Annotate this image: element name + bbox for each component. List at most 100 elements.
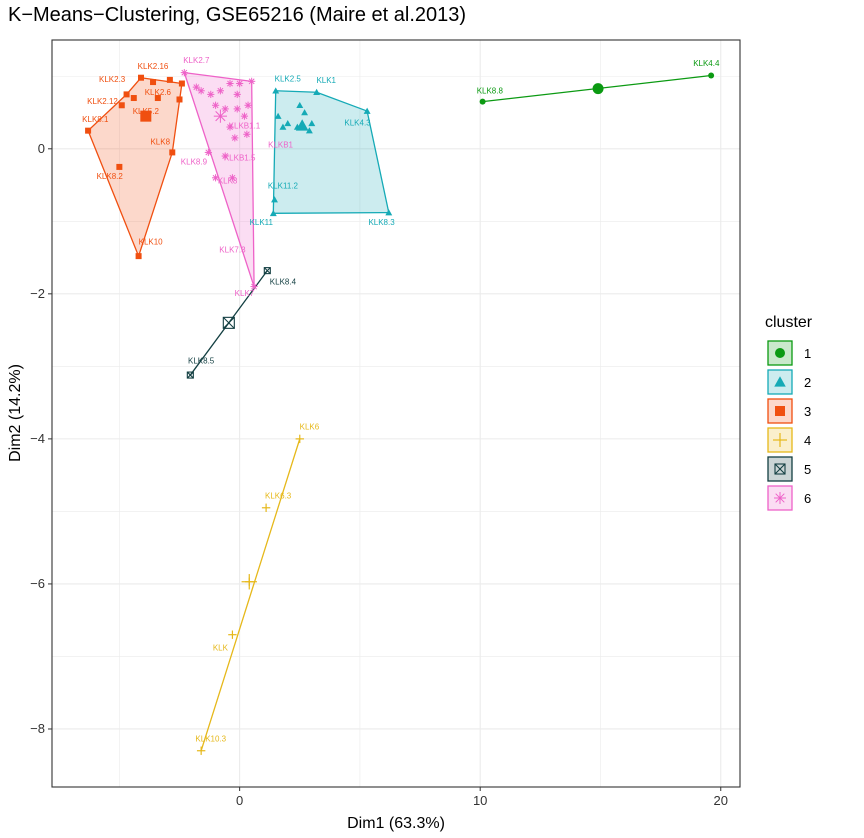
point-label: KLK8.8 [477, 87, 504, 96]
data-point-cluster-2 [272, 87, 280, 94]
data-point-cluster-3 [169, 149, 176, 156]
axes: 0 10 20 0 −2 −4 −6 −8 [30, 141, 728, 808]
marker-triangle [271, 196, 278, 203]
legend-key-5 [767, 456, 793, 482]
marker-star-line [234, 105, 241, 112]
legend-label: 4 [804, 433, 811, 448]
grid-lines [52, 40, 740, 787]
marker-star-line [243, 131, 250, 138]
marker-box-diag [774, 463, 786, 475]
data-point-cluster-3 [138, 74, 145, 81]
marker-square [154, 95, 161, 102]
point-label: KLK8.4 [270, 277, 297, 286]
marker-star-line [236, 80, 243, 87]
data-point-cluster-6 [231, 134, 239, 142]
y-tick-label: −2 [30, 286, 45, 301]
data-point-cluster-2 [385, 209, 393, 216]
data-point-cluster-6 [211, 174, 220, 182]
data-point-cluster-3 [123, 91, 130, 98]
marker-star-line [198, 87, 205, 94]
data-point-cluster-2 [284, 119, 292, 127]
y-tick-label: −6 [30, 576, 45, 591]
point-label: KLK10 [139, 238, 164, 247]
marker-circle [479, 98, 486, 105]
data-point-cluster-6 [228, 174, 237, 182]
data-point-cluster-3 [178, 80, 185, 87]
marker-triangle [284, 119, 292, 127]
marker-square [118, 102, 125, 109]
point-label: KLK2.7 [183, 56, 210, 65]
data-point-cluster-3 [150, 79, 157, 86]
x-tick-label: 10 [473, 793, 487, 808]
legend-marker [773, 433, 787, 447]
legend-key-6 [767, 485, 793, 511]
data-point-cluster-6 [236, 79, 244, 88]
point-label: KLK8.5 [188, 356, 215, 365]
cluster-centroid-1 [592, 83, 604, 95]
legend-label: 6 [804, 491, 811, 506]
data-point-cluster-6 [207, 90, 215, 98]
data-point-cluster-6 [216, 87, 224, 95]
data-point-cluster-6 [243, 130, 251, 138]
data-point-cluster-1 [708, 72, 715, 79]
data-point-cluster-2 [269, 209, 277, 217]
legend-title: cluster [765, 314, 813, 331]
point-label: KLK5.2 [133, 107, 160, 116]
marker-square [130, 95, 137, 102]
legend-label: 5 [804, 462, 811, 477]
cluster-centroid-4 [241, 574, 257, 590]
marker-star-line [205, 149, 212, 156]
x-tick-label: 0 [236, 793, 243, 808]
marker-triangle [363, 107, 371, 114]
data-point-cluster-6 [180, 69, 188, 77]
marker-square [775, 406, 785, 416]
legend-key-2 [767, 369, 793, 395]
marker-star-line [245, 102, 252, 109]
point-label: KLK2.12 [87, 97, 118, 106]
data-point-cluster-5 [186, 371, 194, 379]
marker-triangle [279, 123, 287, 130]
plot-panel-background [52, 40, 740, 787]
data-point-cluster-6 [233, 105, 241, 113]
point-label: KLK2.5 [275, 74, 302, 83]
marker-box-diag [186, 371, 194, 379]
data-point-cluster-2 [305, 127, 313, 134]
y-tick-label: 0 [38, 141, 45, 156]
data-point-cluster-3 [130, 95, 137, 102]
y-tick-label: −8 [30, 721, 45, 736]
marker-star-line [222, 153, 229, 159]
point-label: KLK [213, 644, 229, 653]
marker-box [222, 316, 235, 329]
point-label: KLKB1.5 [224, 153, 256, 162]
legend: cluster 1 2 3 4 5 6 [765, 314, 813, 511]
marker-box-diag [222, 316, 235, 329]
point-label: KLK8 [218, 177, 238, 186]
data-point-cluster-2 [296, 101, 304, 109]
cluster-centroid-3 [140, 110, 152, 122]
legend-marker [774, 376, 786, 387]
point-label: KLK10.3 [195, 734, 226, 743]
marker-triangle [774, 376, 786, 387]
point-label: KLK1 [316, 76, 336, 85]
marker-box-diag [263, 267, 271, 275]
data-point-cluster-6 [233, 90, 241, 98]
point-label: KLK8.9 [181, 158, 208, 167]
cluster-hulls [87, 71, 712, 752]
data-point-cluster-3 [85, 127, 92, 134]
data-point-cluster-4 [295, 434, 304, 444]
point-label: KLK8.2 [97, 172, 124, 181]
marker-square [150, 79, 157, 86]
point-label: KLK6 [300, 422, 320, 431]
marker-triangle [274, 112, 282, 119]
marker-square [140, 110, 152, 122]
y-axis-title: Dim2 (14.2%) [7, 364, 24, 462]
marker-star-line [222, 105, 229, 112]
cluster-centroid-2 [295, 119, 309, 131]
marker-square [166, 76, 173, 83]
data-point-cluster-4 [261, 503, 271, 512]
data-point-cluster-3 [176, 96, 183, 103]
data-point-cluster-2 [271, 196, 278, 203]
marker-star-line [248, 78, 255, 85]
legend-key-1 [767, 340, 793, 366]
marker-star-line [234, 91, 241, 98]
